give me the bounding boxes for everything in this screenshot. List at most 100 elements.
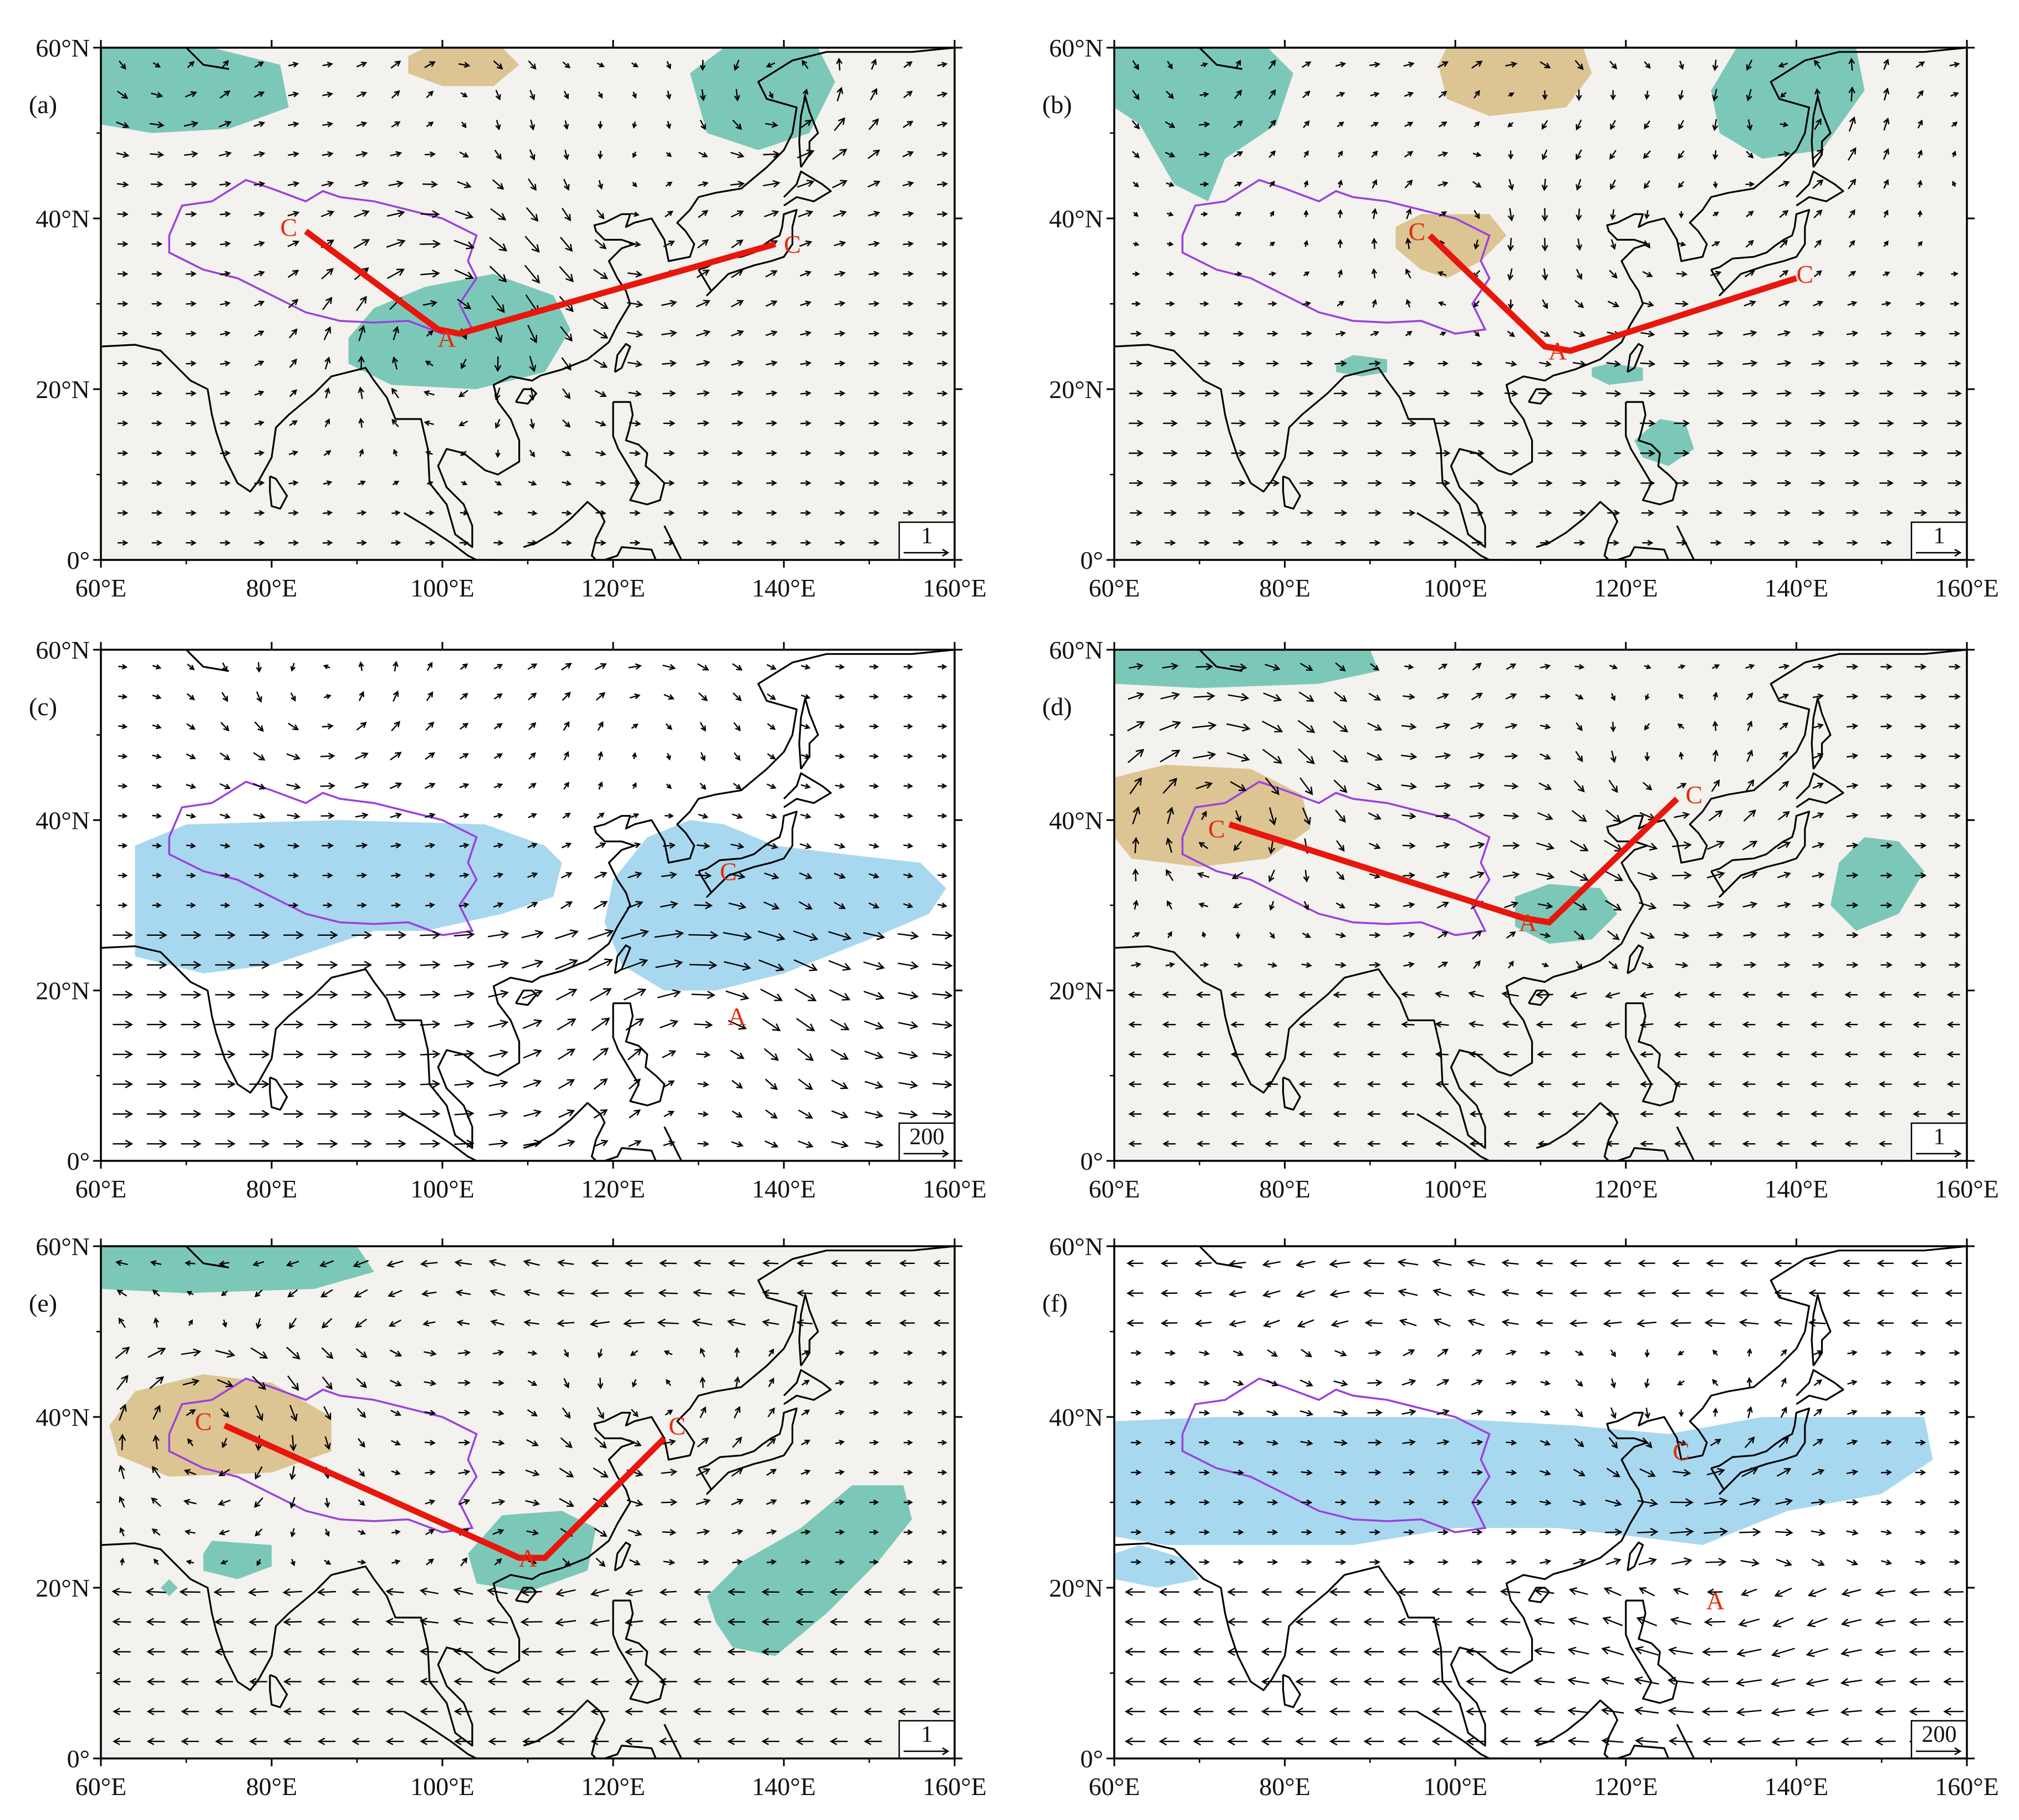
- wind-vector: [354, 210, 370, 218]
- wind-vector: [1502, 1051, 1518, 1058]
- wind-vector: [1644, 664, 1652, 670]
- wind-vector: [830, 1019, 850, 1031]
- wind-vector: [869, 813, 879, 819]
- wind-vector: [1299, 480, 1314, 487]
- wind-vector: [1165, 1439, 1176, 1446]
- wind-vector: [1576, 961, 1583, 970]
- wind-vector: [385, 931, 407, 940]
- wind-vector: [558, 1079, 575, 1089]
- wind-vector: [557, 1289, 574, 1297]
- wind-vector: [1878, 1110, 1892, 1118]
- wind-vector: [864, 1080, 884, 1089]
- wind-vector: [700, 722, 706, 732]
- wind-vector: [1165, 1410, 1176, 1416]
- wind-vector: [1471, 509, 1484, 517]
- wind-vector: [1505, 360, 1517, 367]
- wind-vector: [835, 1499, 845, 1505]
- wind-vector: [1742, 390, 1758, 397]
- anticyclone-marker: A: [1518, 909, 1537, 937]
- wind-vector: [1369, 932, 1381, 939]
- wind-vector: [358, 1530, 366, 1535]
- wind-vector: [147, 1348, 166, 1358]
- wind-vector: [800, 330, 812, 337]
- wind-vector: [1742, 840, 1758, 850]
- wind-vector: [731, 420, 743, 426]
- wind-vector: [491, 1498, 506, 1506]
- wind-vector: [562, 1558, 571, 1567]
- wind-vector: [494, 388, 501, 401]
- wind-vector: [1880, 783, 1893, 789]
- y-tick-label: 40°N: [1049, 806, 1103, 834]
- wind-vector: [723, 932, 752, 941]
- wind-vector: [1132, 837, 1140, 853]
- wind-vector: [317, 1139, 338, 1148]
- wind-vector: [1880, 753, 1893, 759]
- wind-vector: [323, 1406, 332, 1420]
- wind-vector: [700, 89, 706, 101]
- wind-vector: [455, 210, 474, 220]
- wind-vector: [222, 1319, 227, 1328]
- wind-vector: [864, 1110, 884, 1119]
- wind-vector: [555, 959, 578, 970]
- wind-vector: [393, 448, 398, 457]
- wind-vector: [146, 1139, 167, 1148]
- wind-vector: [1608, 1437, 1618, 1449]
- wind-vector: [1300, 360, 1313, 367]
- wind-vector: [151, 480, 163, 486]
- wind-vector: [254, 390, 264, 396]
- wind-vector: [1303, 120, 1310, 128]
- wind-vector: [765, 843, 778, 849]
- wind-vector: [1779, 210, 1789, 218]
- wind-vector: [1367, 782, 1383, 791]
- wind-vector: [1846, 1559, 1859, 1566]
- wind-vector: [1397, 1618, 1418, 1627]
- wind-vector: [454, 990, 475, 999]
- wind-vector: [793, 959, 818, 971]
- wind-vector: [324, 387, 330, 399]
- wind-vector: [659, 1588, 677, 1596]
- wind-vector: [1635, 1736, 1659, 1746]
- wind-vector: [152, 664, 162, 670]
- wind-vector: [1335, 62, 1347, 68]
- wind-vector: [834, 360, 846, 367]
- wind-vector: [834, 873, 846, 879]
- wind-vector: [283, 931, 304, 940]
- wind-vector: [356, 295, 367, 312]
- wind-vector: [628, 1439, 642, 1447]
- reference-vector-arrow: [904, 548, 950, 557]
- wind-vector: [1778, 300, 1790, 307]
- wind-vector: [527, 872, 538, 878]
- wind-vector: [932, 1021, 953, 1029]
- x-tick-label: 60°E: [75, 1772, 127, 1801]
- wind-vector: [425, 1469, 436, 1476]
- wind-vector: [1431, 1648, 1452, 1656]
- wind-vector: [733, 1406, 741, 1419]
- wind-vector: [1949, 783, 1961, 789]
- wind-vector: [351, 1648, 370, 1656]
- wind-vector: [1738, 1618, 1760, 1627]
- wind-vector: [1846, 932, 1859, 939]
- coastline: [1416, 1113, 1507, 1161]
- wind-vector: [1473, 300, 1480, 308]
- wind-vector: [1542, 90, 1548, 100]
- wind-vector: [254, 91, 265, 98]
- wind-vector: [118, 241, 129, 247]
- coastline: [403, 1710, 494, 1758]
- wind-vector: [1634, 1676, 1659, 1685]
- coastline: [1282, 1674, 1301, 1709]
- wind-vector: [867, 180, 881, 188]
- wind-vector: [353, 1260, 369, 1268]
- wind-vector: [1811, 1558, 1825, 1566]
- wind-vector: [1129, 390, 1144, 397]
- wind-vector: [659, 1678, 677, 1686]
- wind-vector: [595, 842, 606, 849]
- wind-vector: [426, 481, 434, 486]
- wind-vector: [351, 1080, 373, 1089]
- wind-vector: [933, 1319, 949, 1327]
- wind-vector: [1336, 871, 1345, 880]
- wind-vector: [527, 540, 538, 546]
- wind-vector: [112, 1648, 131, 1656]
- wind-vector: [903, 1410, 914, 1416]
- wind-vector: [1165, 837, 1173, 853]
- wind-vector: [727, 1318, 746, 1327]
